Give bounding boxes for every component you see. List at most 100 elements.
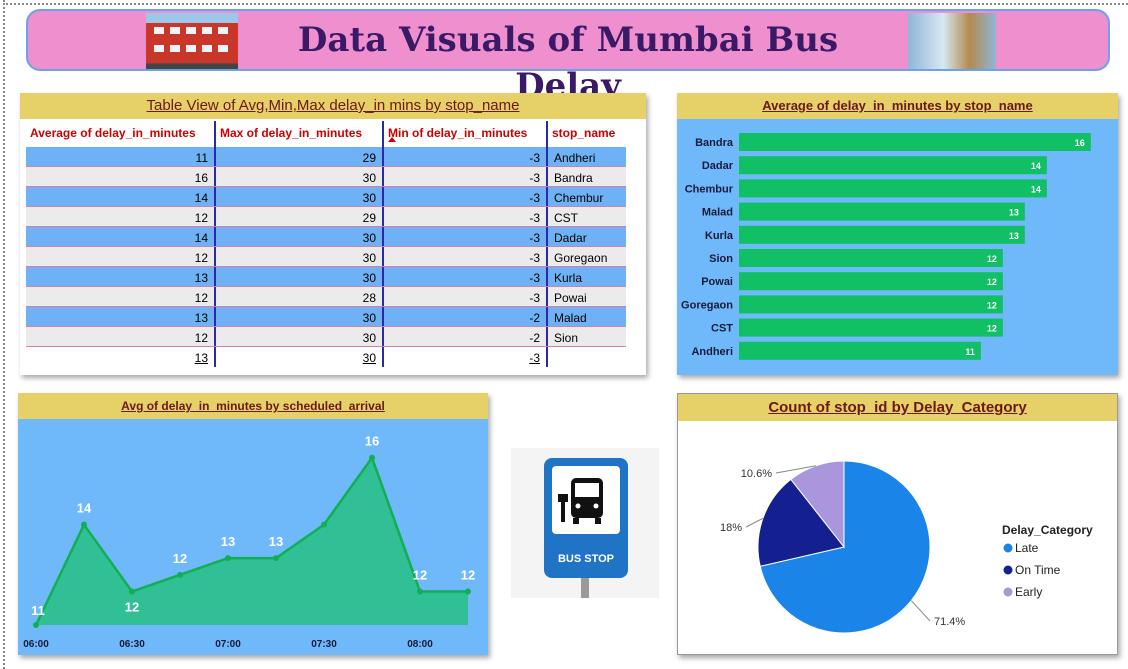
cell-avg: 13 (26, 267, 216, 286)
area-point[interactable] (177, 571, 183, 578)
x-tick-label: 08:00 (407, 639, 433, 650)
bar-category-label: Powai (701, 276, 733, 288)
legend-item-label[interactable]: On Time (1015, 563, 1061, 577)
column-header-stop-name[interactable]: stop_name (552, 126, 616, 140)
area-point[interactable] (417, 588, 423, 595)
cell-avg: 12 (26, 247, 216, 266)
total-min: -3 (384, 347, 548, 367)
bar[interactable] (739, 249, 1003, 267)
cell-avg: 13 (26, 307, 216, 326)
cell-stop-name: Kurla (554, 271, 583, 285)
bar-value-label: 12 (987, 300, 997, 310)
table-row[interactable]: 12 28 -3 Powai (26, 287, 626, 307)
bar-chart-card: Average of delay_in_minutes by stop_name… (677, 93, 1118, 375)
bar[interactable] (739, 156, 1047, 175)
cell-avg: 11 (26, 147, 216, 166)
dashboard-frame-top (3, 3, 1128, 5)
cell-max: 30 (216, 187, 384, 206)
cell-min: -3 (384, 167, 548, 186)
pie-value-label: 18% (720, 522, 742, 534)
area-point-label: 16 (365, 434, 379, 449)
cell-avg: 14 (26, 227, 216, 246)
bar-value-label: 13 (1009, 231, 1019, 241)
cell-max: 30 (216, 327, 384, 346)
table-row[interactable]: 12 30 -3 Goregaon (26, 247, 626, 267)
cell-max: 29 (216, 147, 384, 166)
area-chart-title: Avg of delay_in_minutes by scheduled_arr… (18, 393, 488, 419)
area-chart: 11 14 12 12 13 13 16 12 12 06:00 06:30 07:00 07:30 08… (23, 434, 475, 650)
area-fill (36, 457, 468, 625)
table-row[interactable]: 11 29 -3 Andheri (26, 147, 626, 167)
cell-avg: 16 (26, 167, 216, 186)
legend-swatch-icon (1003, 543, 1013, 553)
column-header-max[interactable]: Max of delay_in_minutes (216, 121, 384, 147)
pie-slice[interactable] (757, 478, 845, 567)
bar-category-label: Malad (702, 207, 733, 219)
area-line (34, 455, 468, 626)
cell-avg: 12 (26, 327, 216, 346)
table-row[interactable]: 14 30 -3 Chembur (26, 187, 626, 207)
area-point[interactable] (369, 454, 375, 461)
cell-max: 29 (216, 207, 384, 226)
table-row[interactable]: 14 30 -3 Dadar (26, 227, 626, 247)
bar[interactable] (739, 272, 1003, 291)
bar[interactable] (739, 341, 981, 360)
area-point-label: 12 (125, 600, 139, 615)
bar-value-label: 12 (987, 254, 997, 264)
total-avg: 13 (26, 347, 216, 367)
bar-category-label: Chembur (685, 183, 734, 195)
bar[interactable] (739, 133, 1091, 151)
area-point[interactable] (81, 521, 87, 528)
table-body: 11 29 -3 Andheri 16 30 -3 Bandra 14 30 -3 Chembur 12… (26, 147, 626, 347)
table-card: Table View of Avg,Min,Max delay_in mins … (20, 93, 646, 375)
column-header-avg[interactable]: Average of delay_in_minutes (26, 121, 216, 147)
cell-stop-name: CST (554, 211, 578, 225)
area-point[interactable] (225, 555, 231, 562)
bar-value-label: 16 (1075, 138, 1085, 148)
table-row[interactable]: 12 29 -3 CST (26, 207, 626, 227)
bar-category-label: Dadar (702, 160, 734, 172)
bar[interactable] (739, 179, 1047, 198)
area-point-label: 13 (269, 534, 283, 549)
bar[interactable] (739, 202, 1025, 221)
cell-max: 30 (216, 267, 384, 286)
table-row[interactable]: 16 30 -3 Bandra (26, 167, 626, 187)
area-chart-card: Avg of delay_in_minutes by scheduled_arr… (18, 393, 488, 655)
area-point-label: 12 (461, 568, 475, 583)
bus-stop-label: BUS STOP (558, 553, 614, 565)
area-point[interactable] (465, 588, 471, 595)
area-point[interactable] (321, 521, 327, 528)
double-decker-bus-image (146, 13, 238, 69)
bar-value-label: 12 (987, 277, 997, 287)
area-point[interactable] (33, 622, 39, 628)
table-row[interactable]: 13 30 -2 Malad (26, 307, 626, 327)
area-point[interactable] (129, 588, 135, 595)
legend-item-label[interactable]: Late (1015, 541, 1039, 555)
area-point-label: 12 (173, 551, 187, 566)
legend-item-label[interactable]: Early (1015, 585, 1042, 599)
pie-chart-title: Count of stop_id by Delay_Category (678, 394, 1117, 421)
table-row[interactable]: 12 30 -2 Sion (26, 327, 626, 347)
area-point-label: 12 (413, 568, 427, 583)
area-point[interactable] (273, 555, 279, 562)
cell-stop-name: Andheri (554, 151, 596, 165)
column-header-min[interactable]: Min of delay_in_minutes (384, 121, 548, 147)
total-max: 30 (216, 347, 384, 367)
cell-stop-name: Dadar (554, 231, 587, 245)
cell-avg: 14 (26, 187, 216, 206)
cell-min: -3 (384, 287, 548, 306)
pie-leader-line (775, 465, 816, 474)
pie-chart-card: Count of stop_id by Delay_Category 71.4%… (677, 393, 1118, 655)
bar[interactable] (739, 318, 1003, 337)
area-point-label: 11 (31, 603, 45, 618)
cell-stop-name: Powai (554, 291, 587, 305)
bus-interior-image (908, 13, 996, 69)
bar[interactable] (739, 295, 1003, 314)
bar-value-label: 14 (1031, 161, 1041, 171)
cell-avg: 12 (26, 287, 216, 306)
cell-min: -3 (384, 247, 548, 266)
bar[interactable] (739, 225, 1025, 244)
sort-ascending-icon[interactable] (388, 137, 396, 142)
table-row[interactable]: 13 30 -3 Kurla (26, 267, 626, 287)
bar-category-label: Sion (709, 253, 733, 265)
